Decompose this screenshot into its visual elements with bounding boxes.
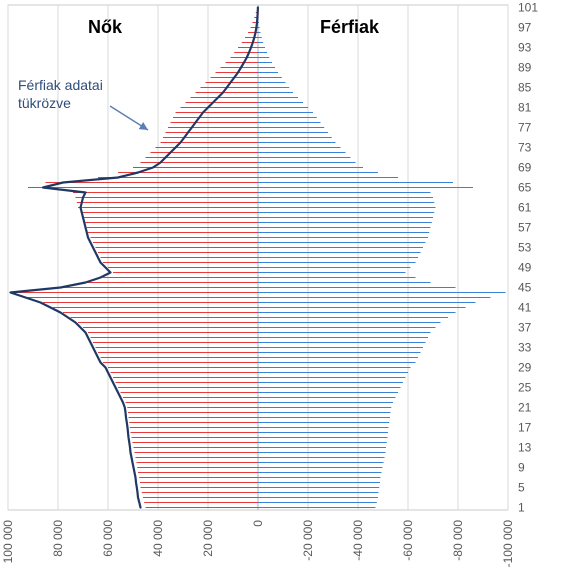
y-tick-label: 73 [518, 141, 532, 155]
y-tick-label: 65 [518, 181, 532, 195]
y-tick-label: 69 [518, 161, 532, 175]
x-tick-label: 40 000 [151, 520, 165, 557]
y-tick-label: 1 [518, 501, 525, 515]
x-tick-label: 80 000 [51, 520, 65, 557]
annotation-line-1: Férfiak adatai [18, 77, 103, 93]
annotation-line-2: tükrözve [18, 95, 71, 111]
x-tick-label: 20 000 [201, 520, 215, 557]
x-tick-label: -40 000 [351, 520, 365, 561]
y-tick-label: 93 [518, 41, 532, 55]
title-men: Férfiak [320, 17, 380, 37]
y-tick-label: 5 [518, 481, 525, 495]
y-tick-label: 41 [518, 301, 532, 315]
y-tick-label: 17 [518, 421, 532, 435]
y-tick-label: 45 [518, 281, 532, 295]
y-tick-label: 97 [518, 21, 532, 35]
population-pyramid-chart: 1 5 9 13 17 21 25 29 33 37 41 45 49 53 57 61 65 69 73 77 81 8… [0, 0, 576, 586]
y-tick-label: 53 [518, 241, 532, 255]
x-tick-label: -20 000 [301, 520, 315, 561]
x-tick-label: 60 000 [101, 520, 115, 557]
y-tick-label: 61 [518, 201, 532, 215]
x-tick-label: -60 000 [401, 520, 415, 561]
y-tick-label: 13 [518, 441, 532, 455]
y-tick-label: 25 [518, 381, 532, 395]
y-tick-label: 81 [518, 101, 532, 115]
x-tick-label: 100 000 [1, 520, 15, 564]
y-tick-label: 57 [518, 221, 532, 235]
y-tick-label: 29 [518, 361, 532, 375]
y-tick-label: 101 [518, 1, 538, 15]
x-tick-label: 0 [251, 520, 265, 527]
x-tick-label: -80 000 [451, 520, 465, 561]
title-women: Nők [88, 17, 123, 37]
x-tick-label: -100 000 [501, 520, 515, 568]
y-tick-label: 21 [518, 401, 532, 415]
y-tick-label: 89 [518, 61, 532, 75]
chart-svg: 1 5 9 13 17 21 25 29 33 37 41 45 49 53 57 61 65 69 73 77 81 8… [0, 0, 576, 586]
y-tick-label: 77 [518, 121, 532, 135]
y-tick-label: 85 [518, 81, 532, 95]
y-tick-label: 37 [518, 321, 532, 335]
y-tick-label: 9 [518, 461, 525, 475]
y-tick-label: 33 [518, 341, 532, 355]
y-tick-label: 49 [518, 261, 532, 275]
